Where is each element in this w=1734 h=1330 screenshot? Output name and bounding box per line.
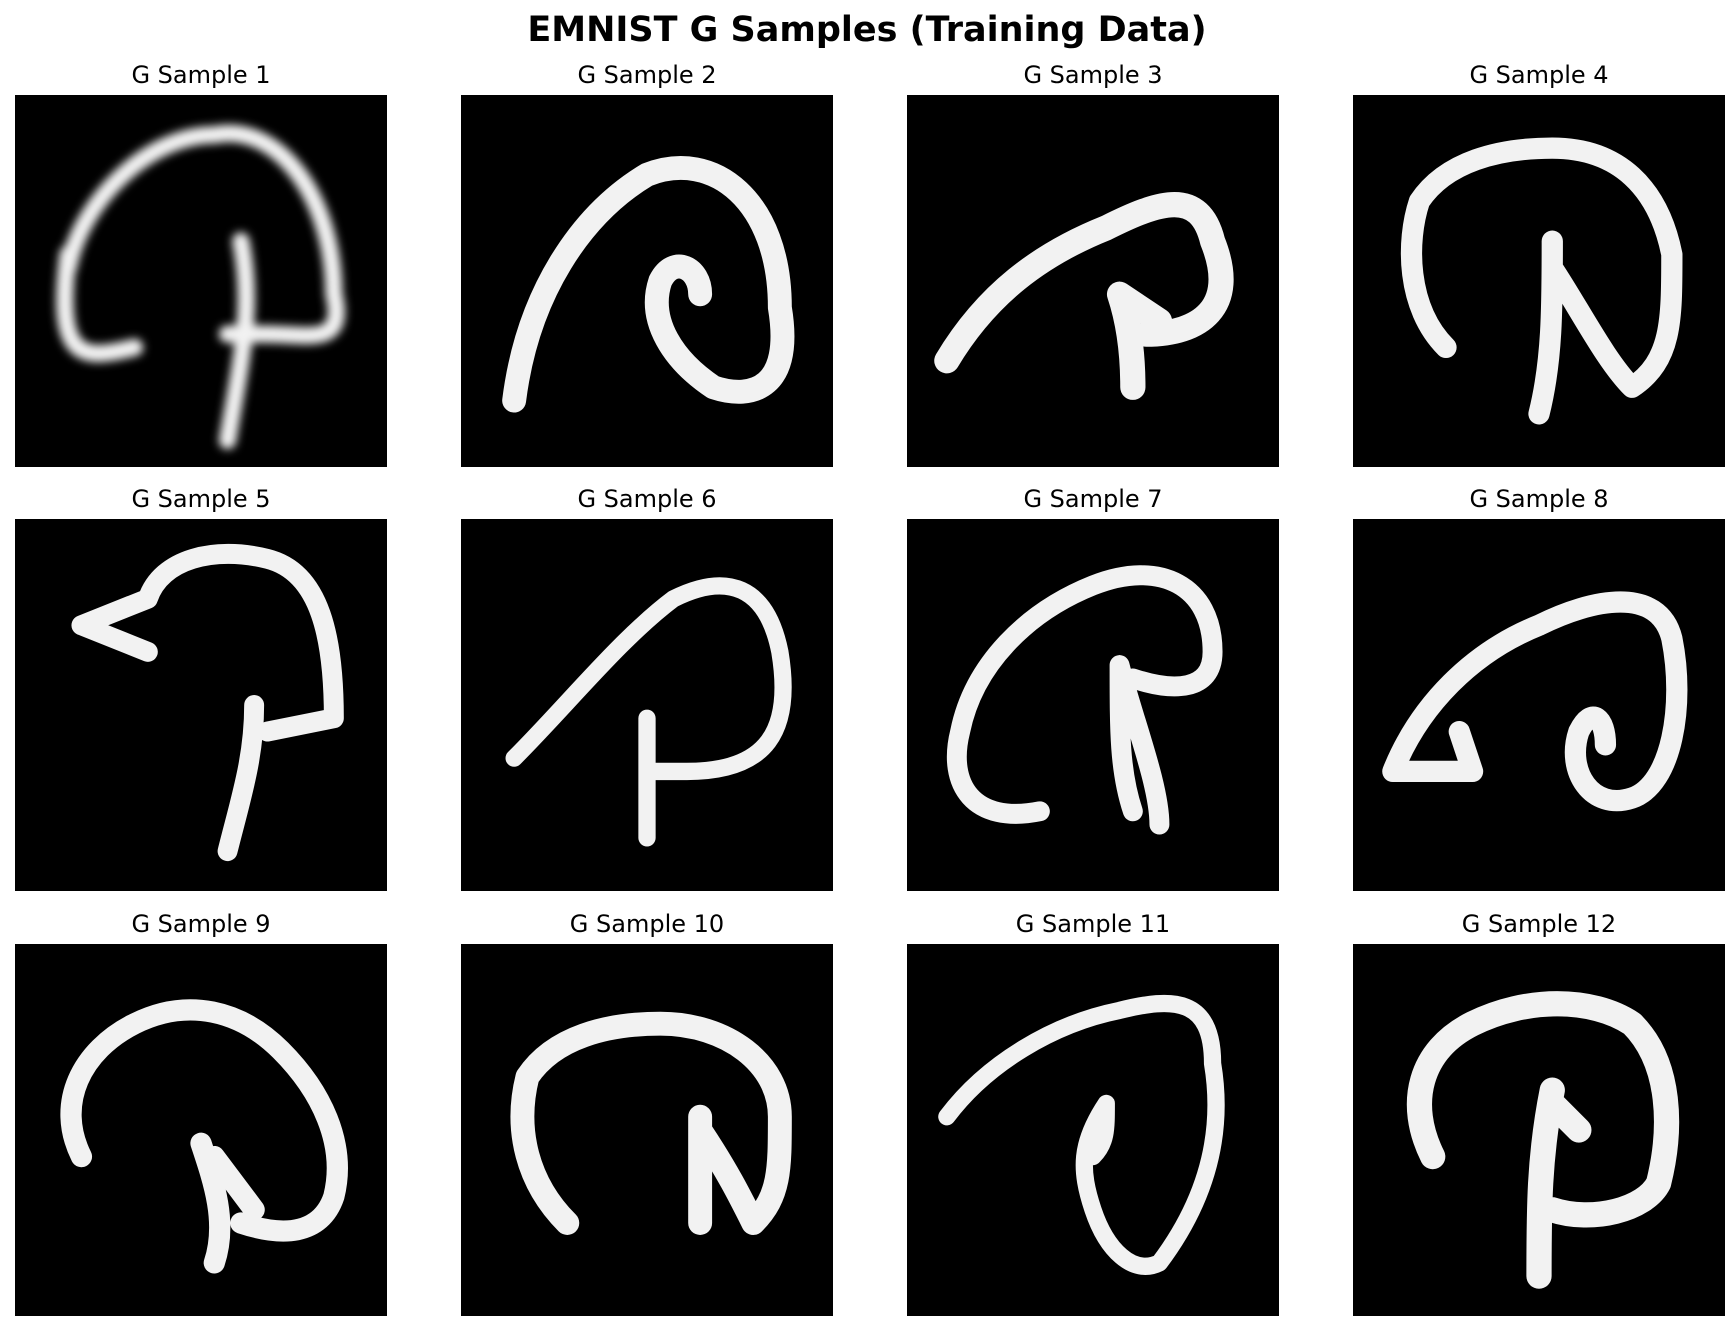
sample-title-6: G Sample 6 bbox=[577, 485, 717, 513]
sample-image-1 bbox=[15, 95, 387, 467]
sample-title-2: G Sample 2 bbox=[577, 61, 717, 89]
sample-title-1: G Sample 1 bbox=[131, 61, 271, 89]
sample-title-12: G Sample 12 bbox=[1461, 910, 1617, 938]
sample-panel-2: G Sample 2 bbox=[461, 57, 833, 467]
sample-image-8 bbox=[1353, 519, 1725, 891]
sample-panel-4: G Sample 4 bbox=[1353, 57, 1725, 467]
sample-panel-1: G Sample 1 bbox=[15, 57, 387, 467]
sample-image-11 bbox=[907, 944, 1279, 1316]
sample-title-11: G Sample 11 bbox=[1015, 910, 1171, 938]
sample-panel-8: G Sample 8 bbox=[1353, 481, 1725, 891]
sample-image-12 bbox=[1353, 944, 1725, 1316]
sample-title-10: G Sample 10 bbox=[569, 910, 725, 938]
sample-title-3: G Sample 3 bbox=[1023, 61, 1163, 89]
sample-panel-11: G Sample 11 bbox=[907, 906, 1279, 1316]
sample-image-6 bbox=[461, 519, 833, 891]
sample-title-9: G Sample 9 bbox=[131, 910, 271, 938]
sample-image-2 bbox=[461, 95, 833, 467]
sample-image-7 bbox=[907, 519, 1279, 891]
sample-panel-9: G Sample 9 bbox=[15, 906, 387, 1316]
sample-image-10 bbox=[461, 944, 833, 1316]
sample-panel-7: G Sample 7 bbox=[907, 481, 1279, 891]
sample-image-3 bbox=[907, 95, 1279, 467]
sample-image-5 bbox=[15, 519, 387, 891]
sample-title-7: G Sample 7 bbox=[1023, 485, 1163, 513]
figure-title: EMNIST G Samples (Training Data) bbox=[527, 10, 1207, 50]
sample-panel-5: G Sample 5 bbox=[15, 481, 387, 891]
sample-image-4 bbox=[1353, 95, 1725, 467]
sample-panel-6: G Sample 6 bbox=[461, 481, 833, 891]
sample-title-5: G Sample 5 bbox=[131, 485, 271, 513]
sample-title-8: G Sample 8 bbox=[1469, 485, 1609, 513]
sample-panel-10: G Sample 10 bbox=[461, 906, 833, 1316]
sample-image-9 bbox=[15, 944, 387, 1316]
sample-panel-3: G Sample 3 bbox=[907, 57, 1279, 467]
sample-panel-12: G Sample 12 bbox=[1353, 906, 1725, 1316]
sample-title-4: G Sample 4 bbox=[1469, 61, 1609, 89]
